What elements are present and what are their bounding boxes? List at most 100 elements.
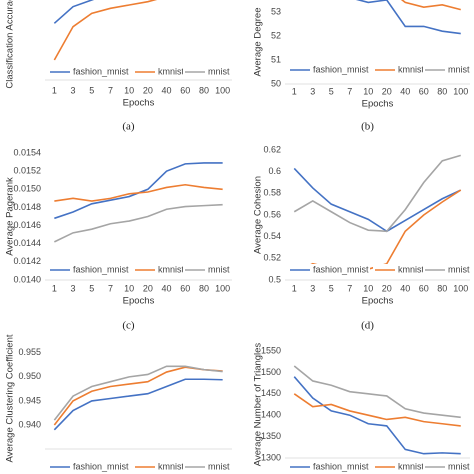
x-tick-label: 7 [108, 85, 113, 95]
series-group [293, 154, 462, 274]
legend-bg [133, 264, 185, 276]
x-tick-label: 100 [453, 86, 468, 96]
x-tick-label: 10 [124, 283, 134, 293]
series-line [293, 376, 461, 455]
legend-bg [48, 264, 130, 276]
x-tick-label: 7 [347, 283, 352, 293]
y-axis-label: Classification Accuracy [5, 0, 16, 89]
panel: 50 51 52 53 1 3 5 7 10 20 40 60 80 100 Epochs (b) Averag… [253, 0, 470, 133]
y-tick-label: 53 [271, 6, 281, 16]
x-axis-label: Epochs [362, 99, 394, 110]
legend-label: kmnist [398, 64, 425, 74]
x-tick-label: 3 [310, 283, 315, 293]
y-tick-label: 0.52 [263, 253, 281, 263]
x-tick-label: 40 [400, 86, 410, 96]
y-axis-label: Average Clustering Coefficient [5, 334, 16, 462]
x-tick-label: 60 [419, 86, 429, 96]
series-line [54, 203, 223, 243]
y-axis-label: Average Cohesion [253, 176, 264, 254]
x-tick-label: 60 [180, 85, 190, 95]
x-axis-label: Epochs [362, 296, 394, 307]
y-tick-label: 0.950 [18, 371, 41, 381]
x-tick-label: 3 [71, 85, 76, 95]
x-tick-label: 10 [363, 283, 373, 293]
legend-bg [423, 64, 469, 76]
legend-bg [423, 461, 469, 473]
x-tick-label: 40 [162, 283, 172, 293]
x-tick-label: 1 [52, 283, 57, 293]
x-tick-label: 100 [215, 283, 230, 293]
legend-label: mnist [208, 66, 230, 76]
y-tick-label: 1350 [261, 431, 281, 441]
y-tick-label: 0.945 [18, 395, 41, 405]
legend-bg [373, 64, 425, 76]
legend-bg [183, 66, 229, 78]
x-tick-label: 40 [400, 283, 410, 293]
x-tick-label: 20 [382, 283, 392, 293]
y-tick-label: 0.6 [268, 166, 281, 176]
x-tick-label: 7 [347, 86, 352, 96]
series-line [53, 0, 95, 24]
x-tick-label: 10 [363, 86, 373, 96]
legend-label: fashion_mnist [73, 66, 129, 76]
y-tick-label: 0.940 [18, 419, 41, 429]
legend-label: mnist [448, 461, 470, 471]
x-tick-label: 3 [71, 283, 76, 293]
legend-bg [48, 461, 130, 473]
legend-label: fashion_mnist [313, 64, 369, 74]
legend-bg [373, 461, 425, 473]
legend-label: fashion_mnist [313, 264, 369, 274]
legend-bg [133, 66, 185, 78]
series-line [293, 154, 461, 233]
y-tick-label: 50 [271, 78, 281, 88]
y-axis-label: Average Number of Triangles [253, 343, 264, 467]
x-tick-label: 80 [437, 86, 447, 96]
legend-label: mnist [208, 461, 230, 471]
y-tick-label: 0.0142 [13, 256, 41, 266]
panel: 1 3 5 7 10 20 40 60 80 100 Epochs (a) Classification… [5, 0, 232, 133]
legend-bg [288, 264, 370, 276]
x-tick-label: 20 [382, 86, 392, 96]
legend-label: kmnist [158, 66, 185, 76]
legend-bg [183, 264, 229, 276]
series-line [293, 393, 461, 427]
x-tick-label: 1 [292, 86, 297, 96]
x-tick-label: 100 [453, 283, 468, 293]
y-axis-label: Average Pagerank [5, 177, 16, 256]
series-line [53, 0, 158, 61]
legend-bg [133, 461, 185, 473]
x-tick-label: 80 [199, 283, 209, 293]
x-tick-label: 1 [292, 283, 297, 293]
x-tick-label: 100 [215, 85, 230, 95]
legend-label: kmnist [398, 264, 425, 274]
x-tick-label: 5 [329, 283, 334, 293]
x-tick-label: 3 [310, 86, 315, 96]
series-line [54, 162, 223, 220]
y-tick-label: 0.0152 [13, 166, 41, 176]
x-tick-label: 60 [419, 283, 429, 293]
series-group [54, 162, 223, 243]
y-tick-label: 0.0146 [13, 220, 41, 230]
y-tick-label: 1500 [261, 367, 281, 377]
series-line [355, 0, 461, 35]
legend-label: mnist [448, 264, 470, 274]
y-tick-label: 0.0154 [13, 147, 41, 157]
series-group [355, 0, 461, 35]
legend-label: kmnist [158, 461, 185, 471]
legend-label: kmnist [398, 461, 425, 471]
legend-bg [48, 66, 130, 78]
legend-label: fashion_mnist [73, 461, 129, 471]
y-tick-label: 0.5 [268, 274, 281, 284]
x-tick-label: 20 [143, 85, 153, 95]
x-tick-label: 20 [143, 283, 153, 293]
x-tick-label: 80 [199, 85, 209, 95]
y-tick-label: 0.54 [263, 231, 281, 241]
legend-label: fashion_mnist [73, 264, 129, 274]
y-tick-label: 0.58 [263, 188, 281, 198]
x-tick-label: 5 [89, 283, 94, 293]
series-line [400, 0, 461, 11]
legend-label: fashion_mnist [313, 461, 369, 471]
